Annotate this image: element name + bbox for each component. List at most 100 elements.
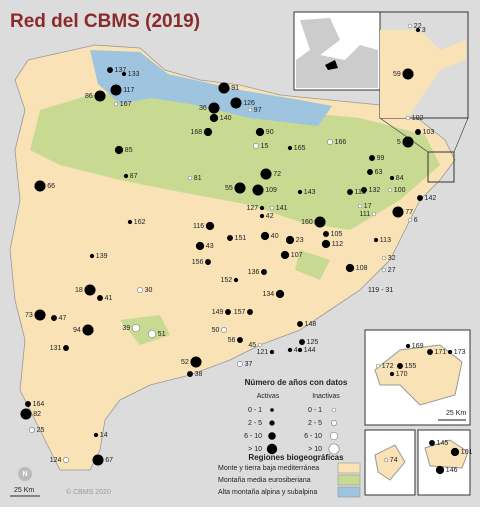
site-marker — [257, 342, 263, 348]
site-label: 97 — [254, 107, 262, 114]
site-marker — [402, 68, 414, 80]
site-label: 102 — [412, 115, 424, 122]
site-label: 109 — [265, 187, 277, 194]
site-marker — [63, 457, 69, 463]
site-label: 32 — [388, 255, 396, 262]
site-label: 160 — [301, 219, 313, 226]
site-label: 126 — [243, 100, 255, 107]
site-label: 112 — [332, 241, 343, 248]
site-marker — [361, 187, 367, 193]
region-eurosiberian — [30, 90, 440, 345]
legend-dot-inactive — [328, 443, 340, 455]
site-label: 146 — [446, 467, 458, 474]
site-marker — [230, 97, 242, 109]
site-label: 5 — [397, 139, 401, 146]
site-label: 82 — [33, 411, 41, 418]
zoom-connector — [379, 117, 429, 153]
site-label: 124 — [50, 457, 62, 464]
site-marker — [227, 235, 233, 241]
site-label: 167 — [120, 101, 132, 108]
site-marker — [381, 267, 387, 273]
site-label: 140 — [220, 115, 232, 122]
site-marker — [93, 432, 99, 438]
site-label: 14 — [100, 432, 108, 439]
legend-active: Activas — [257, 393, 280, 400]
site-marker — [187, 175, 193, 181]
site-marker — [297, 347, 303, 353]
site-label: 59 — [393, 71, 401, 78]
site-label: 84 — [396, 175, 404, 182]
site-marker — [407, 23, 413, 29]
site-marker — [147, 329, 157, 339]
site-marker — [63, 345, 69, 351]
site-marker — [110, 84, 122, 96]
site-marker — [373, 237, 379, 243]
site-label: 137 — [115, 67, 127, 74]
legend-class: 6 - 10 — [304, 433, 322, 440]
site-label: 172 — [382, 363, 394, 370]
site-label: 119 - 31 — [368, 287, 393, 294]
site-marker — [371, 211, 377, 217]
site-label: 6 — [414, 217, 418, 224]
site-label: 30 — [145, 287, 153, 294]
legend-title: Regiones biogeográficas — [248, 453, 344, 462]
legend-region: Alta montaña alpina y subalpina — [218, 489, 317, 496]
site-marker — [259, 205, 265, 211]
site-label: 72 — [273, 171, 281, 178]
site-marker — [261, 269, 267, 275]
site-marker — [253, 143, 259, 149]
site-marker — [287, 145, 293, 151]
site-label: 131 — [50, 345, 62, 352]
legend-class: > 10 — [248, 446, 262, 453]
site-marker — [383, 457, 389, 463]
site-marker — [89, 253, 95, 259]
site-label: 168 — [191, 129, 203, 136]
site-marker — [137, 287, 143, 293]
site-marker — [233, 277, 239, 283]
site-marker — [234, 182, 246, 194]
site-label: 39 — [122, 325, 130, 332]
site-marker — [275, 289, 285, 299]
site-marker — [187, 371, 193, 377]
site-marker — [51, 315, 57, 321]
site-marker — [82, 324, 94, 336]
credit: © CBMS 2020 — [66, 488, 111, 496]
site-marker — [375, 363, 381, 369]
site-label: 22 — [414, 23, 422, 30]
site-marker — [381, 255, 387, 261]
site-marker — [389, 175, 395, 181]
site-marker — [255, 127, 265, 137]
site-label: 142 — [425, 195, 437, 202]
site-label: 136 — [248, 269, 260, 276]
site-marker — [407, 217, 413, 223]
site-label: 151 — [235, 235, 247, 242]
site-marker — [367, 169, 373, 175]
site-label: 55 — [225, 185, 233, 192]
site-marker — [114, 145, 124, 155]
site-label: 77 — [405, 209, 413, 216]
legend-region: Monte y tierra baja mediterránea — [218, 465, 319, 472]
site-marker — [260, 231, 270, 241]
legend-class: > 10 — [308, 446, 322, 453]
site-marker — [297, 321, 303, 327]
site-marker — [208, 102, 220, 114]
site-marker — [387, 187, 393, 193]
site-marker — [205, 221, 215, 231]
legend-dot-active — [266, 443, 278, 455]
site-label: 67 — [105, 457, 113, 464]
legend-swatch — [337, 486, 361, 498]
site-marker — [127, 219, 133, 225]
scale-label: 25 Km — [446, 410, 466, 417]
site-label: 107 — [291, 252, 303, 259]
site-marker — [415, 27, 421, 33]
site-marker — [280, 250, 290, 260]
legend-class: 6 - 10 — [244, 433, 262, 440]
site-marker — [447, 349, 453, 355]
north-label: N — [22, 471, 27, 478]
site-marker — [225, 309, 231, 315]
legend-dot-active — [268, 432, 276, 440]
menorca — [424, 439, 469, 469]
site-label: 134 — [263, 291, 275, 298]
site-label: 139 — [96, 253, 108, 260]
site-marker — [121, 71, 127, 77]
